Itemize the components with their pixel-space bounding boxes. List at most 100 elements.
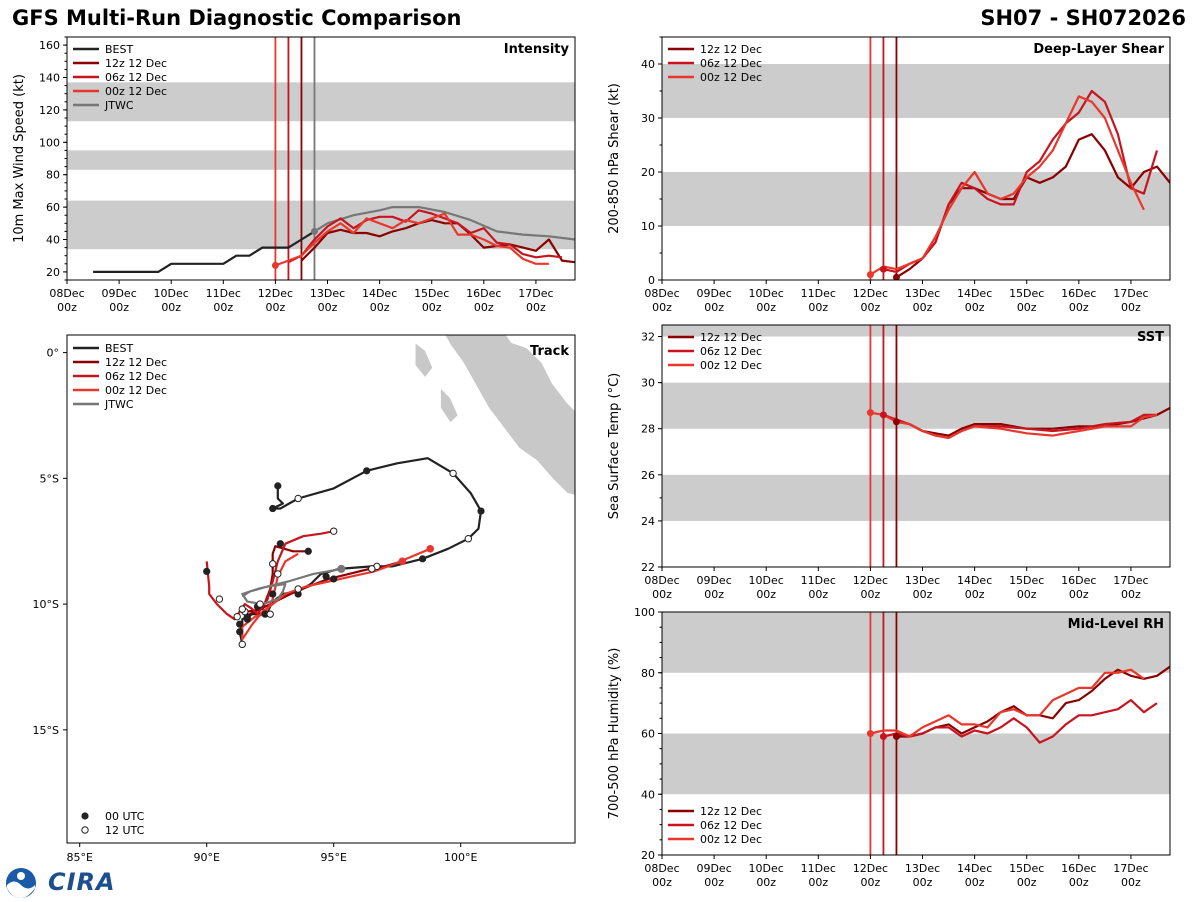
shaded-band — [662, 64, 1170, 118]
y-tick-label: 22 — [641, 561, 655, 574]
y-tick-label: 100 — [39, 136, 60, 149]
x-tick-label: 12Dec — [258, 287, 293, 300]
track-marker-00utc — [363, 467, 371, 475]
y-tick-label: 28 — [641, 423, 655, 436]
legend-label: 12 UTC — [105, 824, 145, 837]
x-tick-label: 16Dec — [1061, 574, 1096, 587]
y-tick-label: 0 — [648, 274, 655, 287]
x-tick-label: 14Dec — [957, 574, 992, 587]
storm-id-title: SH07 - SH072026 — [980, 6, 1186, 30]
legend-label: 06z 12 Dec — [105, 71, 167, 84]
x-tick-label: 17Dec — [518, 287, 553, 300]
legend-label: BEST — [105, 342, 133, 355]
legend-marker — [81, 812, 89, 820]
x-tick-label: 00z — [704, 876, 724, 889]
x-tick-label: 00z — [370, 301, 390, 314]
legend-label: 12z 12 Dec — [700, 331, 762, 344]
x-tick-label: 14Dec — [957, 862, 992, 875]
legend-label: 06z 12 Dec — [700, 819, 762, 832]
x-tick-label: 00z — [913, 876, 933, 889]
init-point — [866, 730, 874, 737]
shaded-band — [662, 325, 1170, 337]
x-tick-label: 00z — [1017, 301, 1037, 314]
x-tick-label: 15Dec — [1009, 574, 1044, 587]
x-tick-label: 14Dec — [957, 287, 992, 300]
shaded-band — [662, 474, 1170, 521]
init-point — [879, 265, 887, 273]
init-point — [892, 418, 900, 426]
x-tick-label: 11Dec — [206, 287, 241, 300]
legend-label: 00z 12 Dec — [105, 85, 167, 98]
track-marker-12utc — [238, 605, 246, 613]
x-tick-label: 00z — [213, 301, 233, 314]
track-marker-00utc — [330, 575, 338, 583]
track-marker-00utc — [322, 572, 330, 581]
x-tick-label: 17Dec — [1113, 287, 1148, 300]
series-line-06z-12-dec — [883, 698, 1158, 744]
cira-logo: CIRA — [4, 866, 116, 898]
y-tick-label: 10°S — [33, 598, 59, 611]
y-tick-label: 15°S — [33, 724, 59, 737]
x-tick-label: 10Dec — [749, 287, 784, 300]
y-tick-label: 60 — [46, 201, 60, 214]
x-tick-label: 00z — [808, 588, 828, 601]
chart-shear: 08Dec00z09Dec00z10Dec00z11Dec00z12Dec00z… — [607, 36, 1171, 314]
y-tick-label: 40 — [46, 234, 60, 247]
track-marker-00utc — [261, 610, 269, 618]
x-tick-label: 17Dec — [1113, 574, 1148, 587]
track-marker-12utc — [368, 565, 376, 573]
legend-label: 00z 12 Dec — [700, 833, 762, 846]
x-tick-label: 00z — [1121, 588, 1141, 601]
track-marker-12utc — [269, 560, 277, 568]
cira-logo-text: CIRA — [48, 868, 116, 896]
x-tick-label: 00z — [474, 301, 494, 314]
legend-label: JTWC — [104, 99, 134, 112]
chart-title: Track — [530, 344, 569, 359]
x-tick-label: 00z — [1121, 301, 1141, 314]
x-tick-label: 13Dec — [905, 574, 940, 587]
series-line-06z-12-dec — [287, 209, 563, 264]
series-line-06z-12-dec — [883, 89, 1159, 273]
x-tick-label: 00z — [1069, 588, 1089, 601]
legend-label: JTWC — [104, 398, 134, 411]
x-tick-label: 00z — [756, 876, 776, 889]
x-tick-label: 90°E — [193, 851, 219, 864]
x-tick-label: 00z — [1017, 876, 1037, 889]
track-line-06z-12-dec — [205, 530, 334, 621]
island — [414, 341, 434, 379]
init-point — [310, 227, 318, 235]
track-marker-12utc — [256, 600, 264, 608]
series-line-00z-12-dec — [870, 411, 1158, 439]
series-line-12z-12-dec — [300, 219, 575, 264]
x-tick-label: 00z — [965, 588, 985, 601]
init-point — [892, 273, 900, 280]
y-axis-label: Sea Surface Temp (°C) — [607, 373, 622, 520]
run-marker — [398, 557, 407, 566]
series-line-00z-12-dec — [870, 668, 1145, 738]
x-tick-label: 00z — [808, 876, 828, 889]
chart-title: Deep-Layer Shear — [1033, 42, 1164, 57]
legend-label: 06z 12 Dec — [700, 57, 762, 70]
track-marker-12utc — [233, 612, 241, 621]
track-marker-00utc — [477, 507, 485, 515]
x-tick-label: 16Dec — [466, 287, 501, 300]
x-tick-label: 100°E — [444, 851, 477, 864]
legend-label: 12z 12 Dec — [700, 805, 762, 818]
x-tick-label: 15Dec — [414, 287, 449, 300]
track-marker-12utc — [294, 494, 302, 503]
legend-label: 06z 12 Dec — [105, 370, 167, 383]
shaded-band — [67, 150, 575, 170]
landmass — [444, 335, 575, 496]
init-point — [892, 733, 900, 741]
x-tick-label: 00z — [861, 588, 881, 601]
jtwc-marker — [337, 564, 346, 573]
legend-label: 12z 12 Dec — [105, 57, 167, 70]
legend-label: 12z 12 Dec — [105, 356, 167, 369]
x-tick-label: 00z — [161, 301, 181, 314]
init-point — [271, 261, 279, 269]
series-line-jtwc — [313, 206, 575, 241]
